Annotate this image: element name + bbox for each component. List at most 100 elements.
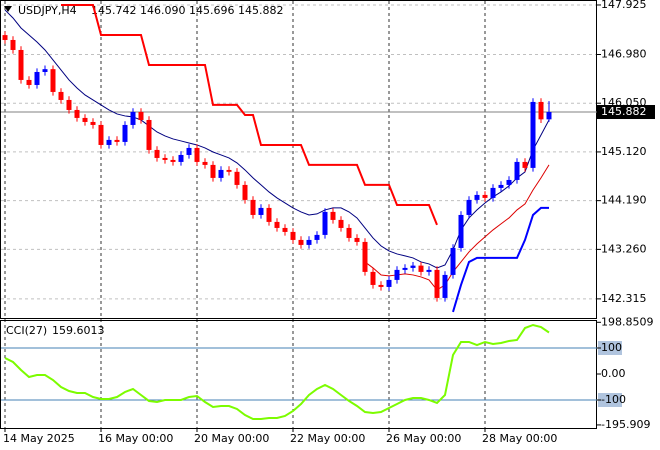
y-tick-label: 100 [601, 341, 622, 354]
candle-body [354, 237, 360, 242]
candle-body [546, 112, 552, 120]
candle-body [18, 49, 24, 80]
candle-body [530, 101, 536, 168]
symbol: USDJPY,H4 [18, 4, 77, 17]
y-tick-label: 145.120 [601, 145, 647, 158]
candle-body [290, 231, 296, 240]
x-tick-label: 16 May 00:00 [98, 432, 173, 445]
x-tick-label: 20 May 00:00 [194, 432, 269, 445]
x-tick-label: 28 May 00:00 [482, 432, 557, 445]
x-tick-label: 26 May 00:00 [386, 432, 461, 445]
last-price-box [597, 105, 655, 120]
candle-body [170, 159, 176, 162]
candle-body [66, 99, 72, 110]
candle-body [466, 199, 472, 215]
level-box [598, 341, 622, 356]
candle-body [346, 227, 352, 238]
candle-body [2, 35, 8, 40]
candle-body [474, 194, 480, 200]
candle-body [514, 161, 520, 180]
candle-body [130, 111, 136, 125]
candle-body [410, 265, 416, 268]
candle-body [242, 184, 248, 200]
y-tick-label: 143.260 [601, 242, 647, 255]
candle-body [266, 207, 272, 222]
candle-body [506, 179, 512, 185]
candle-body [322, 211, 328, 235]
candle-body [274, 221, 280, 228]
candle-body [402, 267, 408, 270]
candle-body [162, 157, 168, 160]
indicator-line [61, 3, 438, 226]
candle-body [186, 147, 192, 155]
candle-body [146, 119, 152, 150]
candle-body [306, 239, 312, 245]
candle-body [362, 241, 368, 272]
candle-body [418, 265, 424, 272]
y-tick-label: 198.8509 [601, 315, 654, 328]
x-tick-label: 22 May 00:00 [290, 432, 365, 445]
candle-body [194, 147, 200, 162]
candle-body [202, 161, 208, 165]
y-tick-label: 147.925 [601, 0, 647, 11]
candle-body [258, 207, 264, 215]
candle-body [42, 69, 48, 72]
candle-body [90, 121, 96, 125]
candle-body [50, 69, 56, 92]
candle-body [314, 234, 320, 240]
candle-body [442, 274, 448, 298]
last-price-label: 145.882 [601, 105, 647, 118]
y-tick-label: -100 [601, 393, 626, 406]
candle-body [298, 239, 304, 245]
candle-body [34, 71, 40, 85]
y-tick-label: -195.909 [601, 418, 650, 431]
candle-body [10, 39, 16, 50]
candle-body [330, 211, 336, 220]
candle-body [82, 117, 88, 122]
candle-body [458, 214, 464, 248]
candle-body [426, 269, 432, 272]
candle-body [138, 111, 144, 120]
collapse-icon[interactable] [4, 6, 12, 12]
y-tick-label: 142.315 [601, 292, 647, 305]
candle-body [114, 139, 120, 142]
level-box [598, 392, 622, 407]
cci-line [4, 323, 550, 421]
candle-body [394, 269, 400, 280]
y-tick-label: 146.980 [601, 47, 647, 60]
main-frame [0, 0, 597, 319]
candle-body [490, 187, 496, 198]
candle-body [154, 149, 160, 158]
indicator-title: CCI(27) [6, 324, 47, 337]
y-tick-label: 0.00 [601, 367, 626, 380]
candle-body [434, 269, 440, 298]
candle-body [378, 284, 384, 287]
candle-body [26, 79, 32, 85]
quote: 145.742 146.090 145.696 145.882 [91, 4, 283, 17]
candle-body [106, 139, 112, 145]
candle-body [58, 91, 64, 100]
candle-body [386, 279, 392, 287]
candle-body [74, 109, 80, 118]
indicator-line [4, 9, 550, 269]
candle-body [450, 247, 456, 275]
candle-body [282, 227, 288, 232]
candle-body [218, 169, 224, 178]
candle-body [370, 271, 376, 285]
candle-body [498, 184, 504, 188]
candle-body [226, 169, 232, 172]
candle-body [250, 199, 256, 215]
candle-body [538, 101, 544, 120]
candle-body [522, 161, 528, 168]
candle-body [482, 194, 488, 198]
indicator-frame [0, 320, 597, 429]
candle-body [178, 154, 184, 162]
indicator-line [452, 206, 549, 313]
candle-body [210, 164, 216, 178]
y-tick-label: 144.190 [601, 194, 647, 207]
candle-body [234, 171, 240, 185]
candle-body [122, 124, 128, 142]
candle-body [338, 219, 344, 228]
